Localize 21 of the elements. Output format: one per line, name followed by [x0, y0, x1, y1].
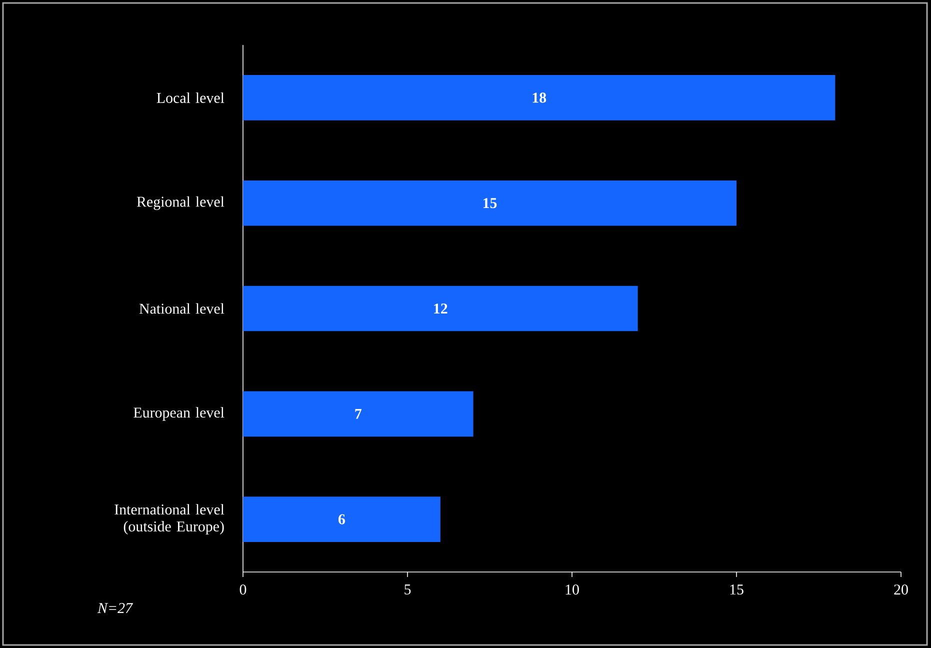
bar [242, 391, 474, 437]
bar [242, 75, 836, 120]
x-tick-label: 15 [730, 584, 744, 595]
y-tick-label: Regional level [136, 196, 224, 210]
y-tick-label: Local level [156, 92, 224, 103]
data-label: 12 [434, 304, 448, 314]
bar [242, 496, 440, 542]
data-label: 6 [338, 514, 345, 524]
data-label: 15 [483, 198, 497, 208]
y-tick-label: International level (outside Europe) [114, 504, 224, 535]
text: N=27 [97, 603, 134, 613]
bar [242, 286, 638, 332]
y-tick-label: European level [134, 407, 224, 421]
bar [242, 180, 737, 226]
x-tick-label: 5 [404, 584, 411, 594]
data-label: 18 [532, 92, 546, 103]
data-label: 7 [355, 409, 362, 419]
x-tick-label: 0 [240, 584, 246, 595]
x-tick-label: 20 [894, 584, 908, 595]
y-tick-label: National level [139, 303, 224, 314]
x-tick-label: 10 [566, 584, 579, 595]
